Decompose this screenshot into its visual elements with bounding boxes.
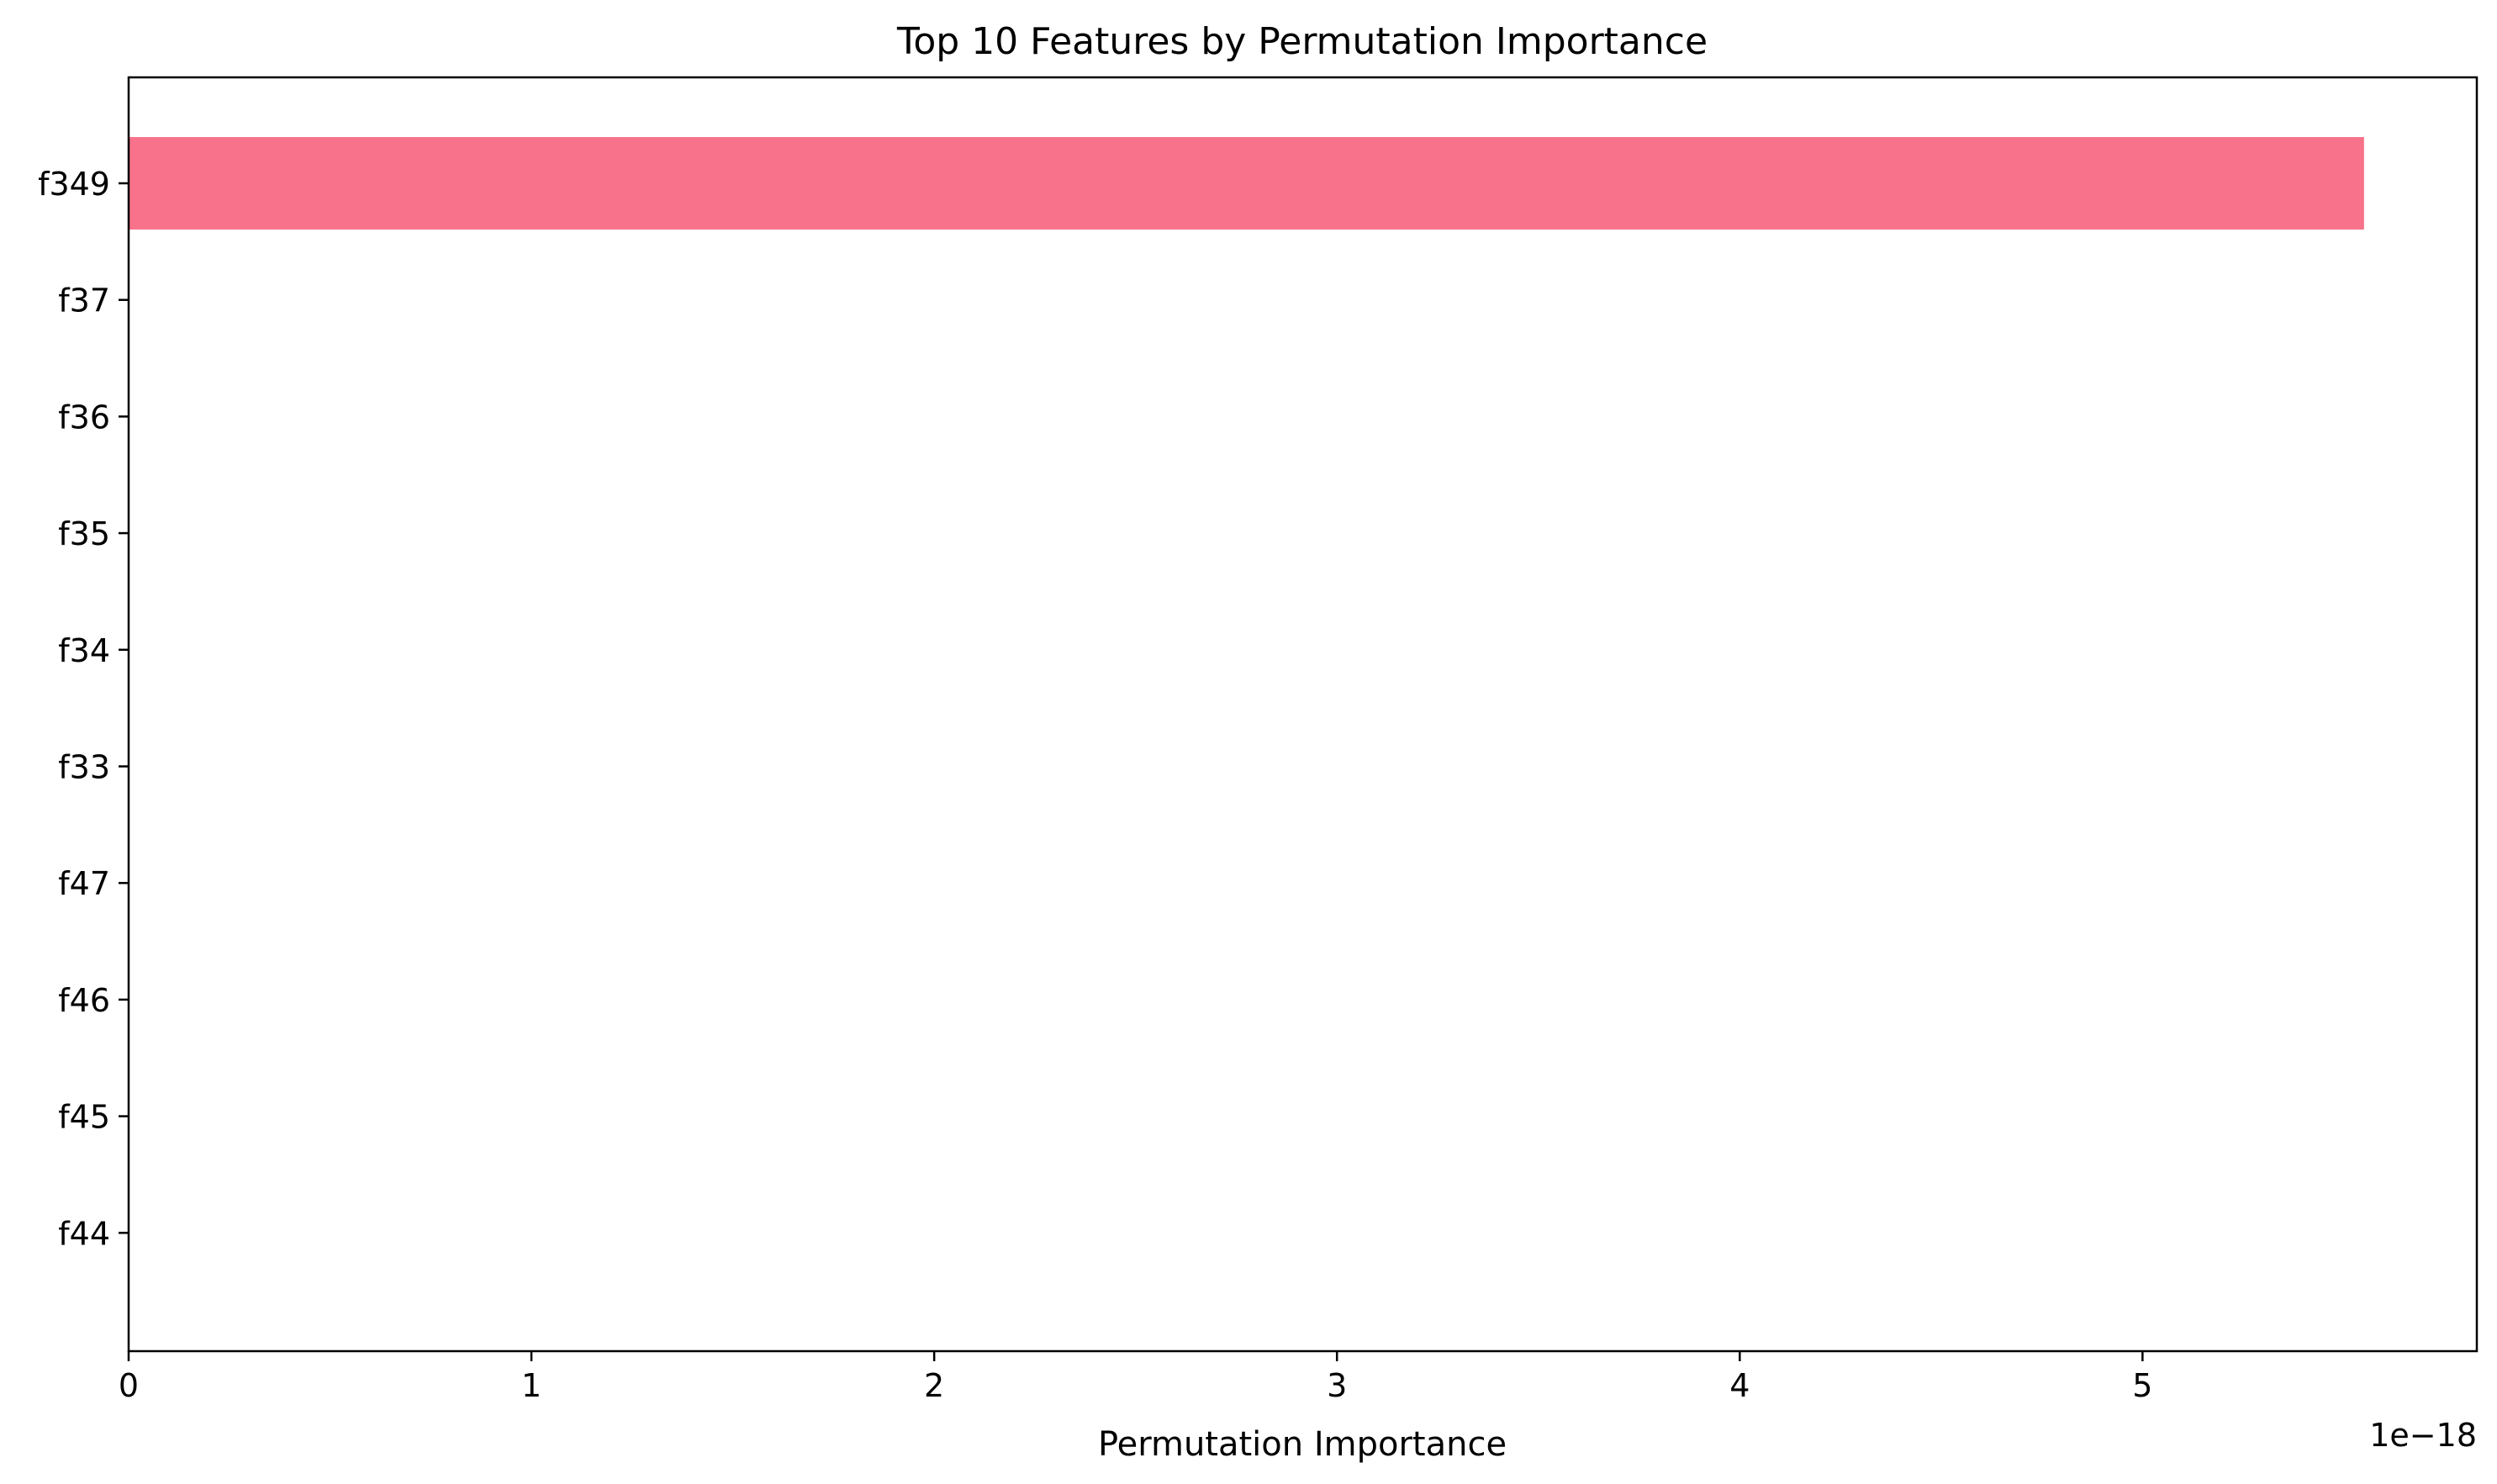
y-tick-label: f37 (58, 283, 110, 320)
y-tick-label: f35 (58, 515, 110, 552)
x-axis-label: Permutation Importance (1098, 1425, 1507, 1464)
x-tick-label: 3 (1327, 1367, 1347, 1404)
x-axis: 0 1 2 3 4 5 (119, 1351, 2152, 1404)
x-tick-label: 1 (521, 1367, 541, 1404)
y-tick-label: f33 (58, 749, 110, 786)
x-tick-label: 2 (924, 1367, 944, 1404)
y-tick-label: f46 (58, 982, 110, 1019)
y-axis: f349 f37 f36 f35 f34 f33 f47 f46 f45 f44 (38, 166, 129, 1252)
y-tick-label: f47 (58, 865, 110, 902)
x-tick-label: 5 (2132, 1367, 2152, 1404)
plot-frame (127, 76, 2479, 1353)
y-tick-label: f45 (58, 1099, 110, 1136)
bars (129, 137, 2364, 230)
x-tick-label: 0 (119, 1367, 139, 1404)
x-tick-label: 4 (1729, 1367, 1750, 1404)
y-tick-label: f36 (58, 399, 110, 436)
y-tick-label: f349 (38, 166, 110, 203)
x-axis-offset-text: 1e−18 (2369, 1417, 2477, 1454)
bar-f349 (129, 137, 2364, 230)
chart-title: Top 10 Features by Permutation Importanc… (896, 20, 1708, 63)
y-tick-label: f44 (58, 1215, 110, 1252)
y-tick-label: f34 (58, 632, 110, 669)
